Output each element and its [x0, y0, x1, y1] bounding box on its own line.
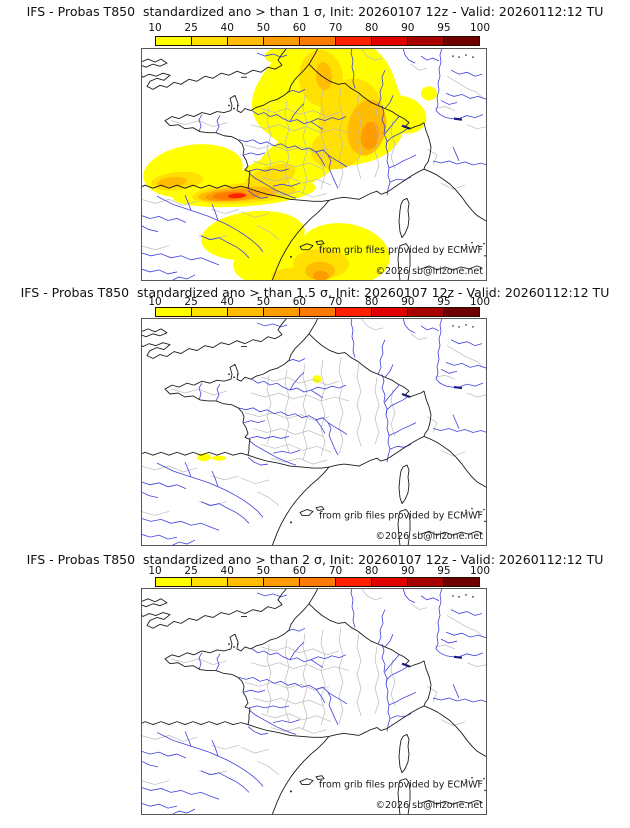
- colorbar-ticks: 10 25 40 50 60 70 80 90 95 100: [148, 296, 490, 308]
- map-frame: [141, 48, 487, 281]
- colorbar-tick: 90: [401, 296, 415, 308]
- attribution-line1: from grib files provided by ECMWF: [319, 780, 483, 791]
- attribution-line2: ©2026 sb@irizone.net: [376, 531, 484, 542]
- colorbar-tick: 100: [469, 296, 491, 308]
- colorbar-ticks: 10 25 40 50 60 70 80 90 95 100: [148, 565, 490, 577]
- colorbar-segment: [300, 578, 336, 586]
- colorbar-segment: [192, 578, 228, 586]
- colorbar-segment: [408, 37, 444, 45]
- colorbar-tick: 40: [220, 565, 234, 577]
- colorbar-segment: [156, 37, 192, 45]
- colorbar-tick: 70: [328, 565, 343, 577]
- colorbar-tick: 80: [364, 296, 379, 308]
- probability-blob: [157, 176, 187, 188]
- colorbar-segment: [192, 308, 228, 316]
- colorbar-tick: 90: [401, 565, 415, 577]
- colorbar-tick: 80: [364, 22, 379, 34]
- map-panel-2: from grib files provided by ECMWF ©2026 …: [141, 318, 487, 546]
- attribution-line1: from grib files provided by ECMWF: [319, 510, 483, 521]
- colorbar-segment: [228, 308, 264, 316]
- colorbar-segment: [372, 37, 408, 45]
- colorbar-tick: 100: [469, 22, 491, 34]
- attribution-line2: ©2026 sb@irizone.net: [375, 266, 483, 277]
- probability-blob: [360, 121, 380, 150]
- colorbar-tick: 80: [364, 565, 379, 577]
- map-panel-3: from grib files provided by ECMWF ©2026 …: [141, 588, 487, 815]
- panel-2-title: IFS - Probas T850 standardized ano > tha…: [20, 285, 610, 300]
- colorbar-segment: [264, 578, 300, 586]
- colorbar-segment: [444, 578, 479, 586]
- colorbar-segment: [192, 37, 228, 45]
- colorbar-tick: 40: [220, 296, 234, 308]
- probability-blob: [313, 270, 329, 281]
- attribution-line1: from grib files provided by ECMWF: [319, 245, 483, 256]
- colorbar-tick: 25: [184, 296, 198, 308]
- colorbar-segment: [228, 578, 264, 586]
- colorbar-tick: 60: [292, 565, 307, 577]
- colorbar-tick: 40: [220, 22, 234, 34]
- colorbar-segment: [444, 37, 479, 45]
- colorbar-segment: [408, 578, 444, 586]
- colorbar-tick: 10: [148, 565, 162, 577]
- map-panel-1: from grib files provided by ECMWF ©2026 …: [141, 48, 487, 281]
- colorbar-tick: 10: [148, 22, 162, 34]
- colorbar-tick: 70: [328, 296, 343, 308]
- probability-blob: [228, 193, 246, 199]
- colorbar-segment: [228, 37, 264, 45]
- colorbar-tick: 50: [256, 22, 271, 34]
- colorbar-tick: 10: [148, 296, 162, 308]
- colorbar-ticks: 10 25 40 50 60 70 80 90 95 100: [148, 22, 490, 34]
- probability-blob: [421, 86, 437, 101]
- colorbar: [155, 577, 480, 587]
- probability-blob: [315, 62, 333, 91]
- probability-blob: [212, 455, 226, 461]
- colorbar-segment: [336, 37, 372, 45]
- colorbar-tick: 50: [256, 296, 271, 308]
- probability-overlay: [197, 375, 322, 462]
- colorbar-segment: [300, 37, 336, 45]
- panel-1-title: IFS - Probas T850 standardized ano > tha…: [26, 4, 604, 19]
- colorbar-segment: [408, 308, 444, 316]
- colorbar-segment: [372, 578, 408, 586]
- colorbar-tick: 25: [184, 565, 198, 577]
- colorbar-segment: [156, 578, 192, 586]
- probability-blob: [248, 132, 266, 145]
- colorbar-segment: [300, 308, 336, 316]
- colorbar-tick: 95: [437, 565, 451, 577]
- colorbar-segment: [264, 308, 300, 316]
- colorbar-tick: 70: [328, 22, 343, 34]
- colorbar-segment: [372, 308, 408, 316]
- map-frame: [141, 318, 487, 546]
- colorbar-tick: 60: [292, 296, 307, 308]
- colorbar-tick: 90: [401, 22, 415, 34]
- colorbar-tick: 95: [437, 296, 451, 308]
- colorbar: [155, 36, 480, 46]
- probability-blob: [271, 267, 315, 281]
- probability-overlay: [143, 48, 437, 281]
- colorbar-segment: [336, 578, 372, 586]
- colorbar-tick: 60: [292, 22, 307, 34]
- map-frame: [141, 588, 487, 815]
- colorbar-tick: 25: [184, 22, 198, 34]
- colorbar: [155, 307, 480, 317]
- colorbar-segment: [336, 308, 372, 316]
- colorbar-segment: [156, 308, 192, 316]
- probability-blob: [379, 95, 427, 134]
- panel-3-title: IFS - Probas T850 standardized ano > tha…: [26, 552, 604, 567]
- colorbar-tick: 50: [256, 565, 271, 577]
- colorbar-segment: [264, 37, 300, 45]
- attribution-line2: ©2026 sb@irizone.net: [375, 800, 483, 811]
- probability-blob: [312, 375, 322, 384]
- colorbar-tick: 100: [469, 565, 491, 577]
- colorbar-tick: 95: [437, 22, 451, 34]
- colorbar-segment: [444, 308, 479, 316]
